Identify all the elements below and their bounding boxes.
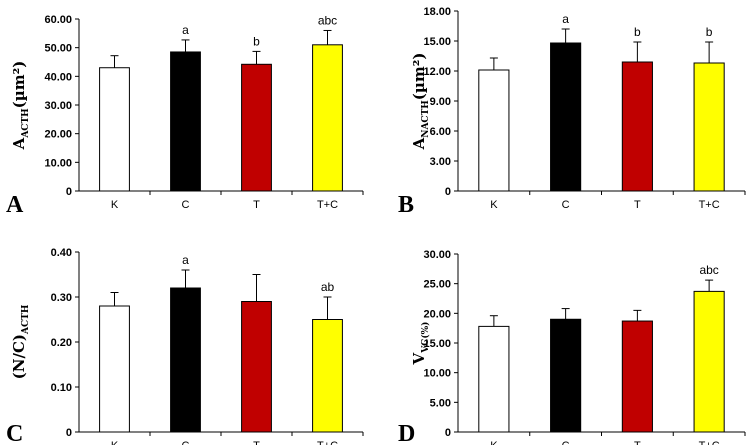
x-tick-label: K [111, 199, 119, 211]
y-tick-label: 0 [66, 427, 72, 439]
y-tick-label: 30.00 [44, 100, 72, 112]
bar-T+C [312, 44, 343, 192]
x-tick-label: T [253, 199, 260, 211]
y-tick-label: 15.00 [423, 338, 451, 350]
significance-label: abc [699, 263, 718, 277]
x-tick-label: K [490, 199, 498, 211]
y-tick-label: 3.00 [430, 156, 451, 168]
panel-letter: D [398, 421, 415, 445]
x-tick-label: T+C [699, 199, 720, 211]
x-tick-label: C [182, 199, 190, 211]
bar-K [478, 325, 510, 433]
x-tick-label: T [634, 440, 641, 445]
y-tick-label: 0.20 [51, 337, 72, 349]
bar-C [550, 42, 582, 192]
y-tick-label: 20.00 [44, 129, 72, 141]
y-axis-label-main: A [410, 137, 428, 150]
y-tick-label: 0 [445, 186, 451, 198]
y-tick-label: 0.10 [51, 382, 72, 394]
bar-T [621, 61, 653, 192]
x-tick-label: T [634, 199, 641, 211]
x-tick-label: T+C [317, 440, 338, 445]
significance-label: b [634, 25, 641, 39]
x-tick-label: T+C [317, 199, 338, 211]
y-tick-label: 0 [445, 427, 451, 439]
y-tick-label: 30.00 [423, 249, 451, 261]
y-axis-label-unit: (µm²) [410, 53, 428, 101]
panel-B: 0 3.00 6.00 9.00 12.00 15.00 18.00 Ka Cb Tb T+C ANA… [398, 6, 746, 218]
panel-letter: B [398, 192, 414, 218]
bar-T+C [693, 62, 725, 192]
y-axis-label-subscript: NACTH [421, 100, 431, 138]
y-tick-label: 0.40 [51, 247, 72, 259]
bar-T+C [312, 319, 343, 433]
y-axis-label: VVC(%) [410, 322, 431, 366]
y-tick-label: 40.00 [44, 71, 72, 83]
bar-K [478, 69, 510, 192]
panel-letter: A [6, 192, 24, 218]
panel-letter: C [6, 421, 23, 445]
significance-label: abc [318, 13, 337, 27]
bar-T+C [693, 290, 725, 433]
y-axis-label-subscript: VC(%) [420, 322, 431, 354]
y-axis-label-subscript: ACTH [21, 304, 31, 335]
y-tick-label: 10.00 [423, 368, 451, 380]
y-tick-label: 50.00 [44, 43, 72, 55]
significance-label: ab [321, 280, 335, 294]
y-tick-label: 60.00 [44, 14, 72, 26]
y-tick-label: 15.00 [423, 36, 451, 48]
significance-label: a [182, 23, 189, 37]
y-axis-label: AACTH(µm²) [10, 61, 31, 151]
bar-T [241, 63, 272, 192]
x-tick-label: C [562, 199, 570, 211]
y-axis-label-subscript: ACTH [21, 108, 31, 139]
significance-label: a [182, 253, 189, 267]
significance-label: b [253, 34, 260, 48]
y-axis-label: ANACTH(µm²) [410, 53, 431, 151]
x-tick-label: C [182, 440, 190, 445]
bar-C [550, 318, 582, 433]
bar-T [241, 301, 272, 433]
significance-label: a [562, 12, 569, 26]
bar-C [170, 287, 201, 433]
x-tick-label: K [111, 440, 119, 445]
y-tick-label: 0 [66, 186, 72, 198]
y-tick-label: 0.30 [51, 292, 72, 304]
y-tick-label: 12.00 [423, 66, 451, 78]
y-axis-label-main: (N/C) [10, 334, 28, 379]
y-axis-label-main: A [10, 137, 28, 150]
y-tick-label: 5.00 [430, 397, 451, 409]
x-tick-label: T+C [699, 440, 720, 445]
y-tick-label: 20.00 [423, 308, 451, 320]
bar-K [99, 305, 130, 433]
y-axis-label-unit: (µm²) [10, 61, 28, 109]
x-tick-label: C [562, 440, 570, 445]
y-tick-label: 25.00 [423, 279, 451, 291]
y-tick-label: 9.00 [430, 96, 451, 108]
y-tick-label: 6.00 [430, 126, 451, 138]
bar-C [170, 51, 201, 192]
panel-C: 0 0.10 0.20 0.30 0.40 Ka C Tab T+C (N/C)ACTH C [6, 247, 364, 445]
bar-K [99, 67, 130, 192]
y-axis-label: (N/C)ACTH [10, 304, 31, 379]
y-tick-label: 18.00 [423, 6, 451, 18]
significance-label: b [706, 25, 713, 39]
y-tick-label: 10.00 [44, 157, 72, 169]
y-axis-label-main: V [410, 352, 428, 365]
bar-T [621, 320, 653, 433]
x-tick-label: K [490, 440, 498, 445]
x-tick-label: T [253, 440, 260, 445]
